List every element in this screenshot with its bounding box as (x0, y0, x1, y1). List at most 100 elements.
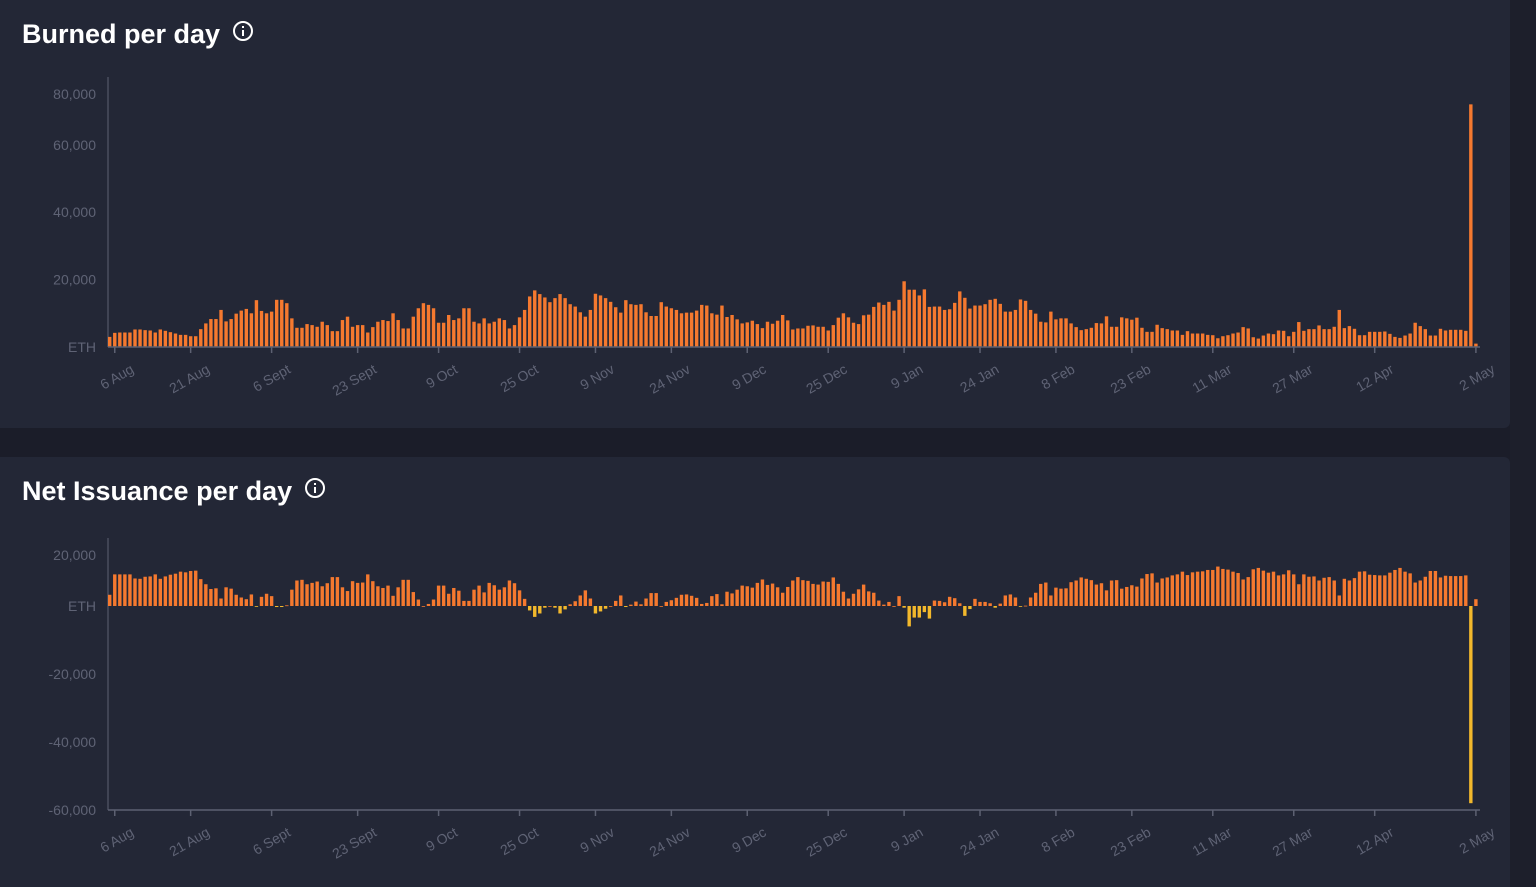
bar (229, 319, 233, 347)
bar (381, 587, 385, 606)
bar (836, 317, 841, 347)
bar (568, 304, 572, 347)
bar (219, 598, 223, 606)
y-tick-label: 20,000 (53, 547, 96, 563)
bar (608, 606, 613, 607)
bar (411, 316, 415, 347)
bar (355, 325, 360, 347)
bar (958, 291, 962, 347)
x-tick-label: 21 Aug (166, 824, 212, 860)
bar (1459, 329, 1463, 347)
bar (1135, 317, 1139, 347)
x-tick-label: 9 Jan (888, 824, 926, 855)
bar (1469, 606, 1473, 804)
bar (786, 320, 790, 347)
bar (1165, 577, 1169, 606)
bar (1114, 580, 1119, 606)
bar (1261, 335, 1266, 347)
bar (1039, 321, 1043, 347)
info-icon[interactable] (233, 20, 254, 41)
x-tick-label: 25 Dec (803, 361, 849, 397)
bar (138, 578, 142, 606)
bar (224, 321, 228, 347)
bar (619, 595, 623, 606)
bar (1352, 578, 1357, 606)
x-tick-label: 6 Aug (97, 824, 136, 856)
bar (310, 325, 314, 347)
x-tick-label: 25 Oct (497, 361, 541, 396)
info-icon[interactable] (305, 477, 326, 498)
bar (259, 596, 264, 606)
bar (209, 589, 213, 606)
x-tick-label: 24 Nov (646, 824, 692, 860)
bar (1074, 580, 1078, 606)
bar (1130, 585, 1134, 606)
bar (401, 579, 405, 606)
x-tick-label: 2 May (1456, 361, 1497, 394)
bar (295, 580, 299, 606)
bar (1170, 575, 1174, 606)
chart-title: Burned per day (22, 19, 254, 50)
bar (447, 593, 451, 606)
bar (1443, 330, 1448, 347)
bar (315, 581, 319, 606)
bar (239, 597, 243, 606)
bar (391, 313, 395, 347)
bar (1357, 571, 1362, 606)
bar (720, 305, 724, 347)
bar (821, 581, 825, 606)
bar (320, 586, 324, 606)
bar (674, 597, 679, 606)
bar (1256, 338, 1261, 347)
bar (1312, 329, 1316, 347)
bar (1246, 328, 1250, 347)
bar (173, 333, 178, 347)
x-tick-label: 24 Jan (957, 824, 1001, 859)
bar (477, 323, 481, 347)
bar (922, 606, 927, 613)
bar (1286, 336, 1291, 347)
bar (1185, 331, 1190, 347)
bar (917, 295, 921, 347)
bar (659, 302, 663, 347)
bar (654, 316, 658, 347)
bar (740, 323, 744, 347)
bar (583, 590, 588, 606)
bar (1170, 330, 1174, 347)
bar (143, 330, 147, 347)
bar (775, 587, 780, 606)
bar (1200, 571, 1205, 606)
bar (1013, 597, 1018, 606)
bar (214, 319, 218, 347)
bar (199, 579, 203, 606)
bar (1352, 328, 1357, 347)
bar (502, 320, 507, 347)
bar (867, 591, 871, 606)
bar (1206, 334, 1210, 347)
bar (649, 593, 653, 606)
bar (1155, 324, 1159, 347)
bar (1398, 337, 1402, 347)
bar (558, 606, 562, 614)
bar (1261, 570, 1266, 606)
bar (553, 606, 557, 608)
bar (1054, 319, 1058, 347)
bar (629, 604, 633, 606)
bar (598, 295, 603, 347)
bar (1216, 338, 1220, 347)
bar (178, 334, 183, 347)
bar (1195, 571, 1200, 606)
bar (462, 308, 466, 347)
bar (254, 606, 259, 607)
bar (760, 579, 765, 606)
bar (533, 606, 537, 617)
bar (1190, 333, 1195, 347)
bar (821, 326, 825, 347)
bar (1292, 574, 1296, 606)
bar (1327, 577, 1331, 606)
x-tick-label: 27 Mar (1270, 361, 1316, 397)
bar (158, 578, 162, 606)
bar (138, 329, 142, 347)
bar (447, 314, 451, 347)
bar (573, 306, 577, 347)
